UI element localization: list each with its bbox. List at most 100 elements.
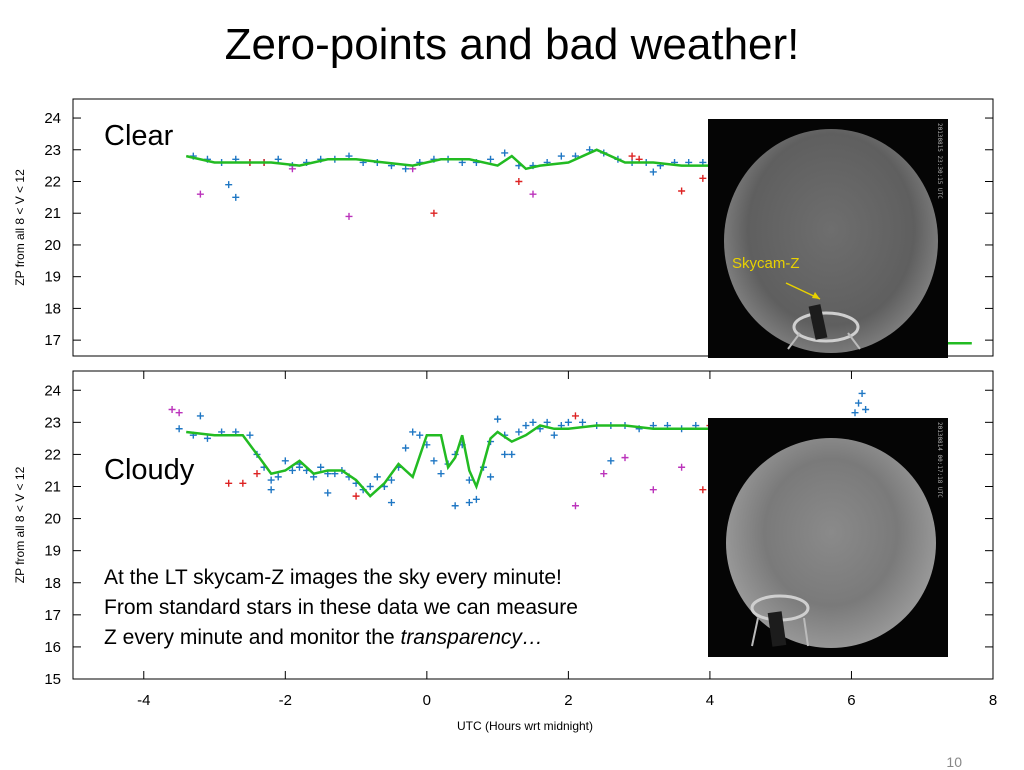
data-point xyxy=(529,190,537,198)
data-point xyxy=(366,483,374,490)
page-number: 10 xyxy=(946,754,962,770)
data-point xyxy=(288,165,296,173)
data-point xyxy=(225,479,233,487)
y-tick-label: 19 xyxy=(44,269,61,286)
data-point xyxy=(274,155,282,163)
data-point xyxy=(678,463,686,471)
plot-frame-bottom xyxy=(72,370,994,680)
data-point xyxy=(501,149,509,157)
data-point xyxy=(465,499,473,507)
photo-timestamp: 20130814 00:17:18 UTC xyxy=(936,422,943,498)
y-tick-label: 24 xyxy=(44,382,61,399)
data-point xyxy=(628,152,636,160)
clear-label: Clear xyxy=(104,120,174,152)
data-point xyxy=(487,155,495,163)
data-point xyxy=(851,409,859,417)
data-point xyxy=(522,422,530,430)
y-tick-label: 23 xyxy=(44,142,61,159)
note-line-3-text: Z every minute and monitor the xyxy=(104,626,401,649)
data-point xyxy=(564,418,572,426)
y-tick-label: 15 xyxy=(44,671,61,688)
data-point xyxy=(345,212,353,220)
note-line-1: At the LT skycam-Z images the sky every … xyxy=(104,566,562,589)
data-point xyxy=(274,473,282,481)
data-point xyxy=(649,486,657,494)
data-point xyxy=(501,450,509,458)
data-point xyxy=(430,457,438,465)
data-point xyxy=(175,425,183,433)
data-point xyxy=(529,418,537,426)
data-point xyxy=(387,499,395,507)
slide-title: Zero-points and bad weather! xyxy=(224,20,800,69)
x-axis-label: UTC (Hours wrt midnight) xyxy=(457,719,593,733)
data-point xyxy=(649,168,657,176)
data-point xyxy=(451,502,459,510)
data-point xyxy=(196,412,204,420)
skycam-photo-clear: 20130815 23:30:15 UTC Skycam-Z xyxy=(708,119,948,358)
data-point xyxy=(550,431,558,439)
y-tick-label: 20 xyxy=(44,511,61,528)
data-point xyxy=(267,486,275,494)
data-point xyxy=(409,428,417,436)
data-point xyxy=(225,181,233,189)
y-tick-label: 17 xyxy=(44,332,61,349)
data-point xyxy=(387,476,395,484)
data-point xyxy=(494,415,502,423)
y-tick-label: 23 xyxy=(44,414,61,431)
data-point xyxy=(253,470,261,478)
data-point xyxy=(288,466,296,474)
model-line xyxy=(185,148,710,171)
note-line-2: From standard stars in these data we can… xyxy=(104,596,578,619)
note-emphasis: transparency… xyxy=(400,626,543,649)
y-tick-label: 19 xyxy=(44,543,61,560)
photo-timestamp: 20130815 23:30:15 UTC xyxy=(936,123,943,199)
data-point xyxy=(416,431,424,439)
explanation-text: At the LT skycam-Z images the sky every … xyxy=(104,563,578,653)
data-point xyxy=(858,389,866,397)
y-axis-label: ZP from all 8 < V < 12 xyxy=(13,169,27,286)
y-tick-label: 18 xyxy=(44,575,61,592)
data-point xyxy=(246,431,254,439)
model-line xyxy=(186,424,710,498)
data-point xyxy=(515,428,523,436)
data-point xyxy=(543,418,551,426)
data-point xyxy=(678,187,686,195)
cloudy-label: Cloudy xyxy=(104,454,195,486)
data-point xyxy=(487,473,495,481)
data-point xyxy=(295,463,303,471)
y-tick-label: 21 xyxy=(44,205,61,222)
data-point xyxy=(465,476,473,484)
y-tick-label: 20 xyxy=(44,237,61,254)
data-point xyxy=(317,463,325,471)
data-point xyxy=(621,454,629,462)
data-point xyxy=(267,476,275,484)
x-tick-label: -2 xyxy=(279,692,292,709)
data-point xyxy=(437,470,445,478)
x-tick-label: -4 xyxy=(137,692,150,709)
data-point xyxy=(175,409,183,417)
data-point xyxy=(579,418,587,426)
data-point xyxy=(862,406,870,413)
data-point xyxy=(203,434,211,442)
data-point xyxy=(373,473,381,481)
telescope-icon xyxy=(785,282,861,350)
y-tick-label: 24 xyxy=(44,110,61,127)
data-point xyxy=(402,444,410,452)
data-point xyxy=(402,165,410,173)
data-point xyxy=(281,457,289,465)
data-point xyxy=(699,486,707,494)
x-tick-label: 2 xyxy=(564,692,572,709)
note-line-3: Z every minute and monitor the transpare… xyxy=(104,623,578,653)
y-tick-label: 22 xyxy=(44,446,61,463)
plot-frame-top xyxy=(72,98,994,357)
data-point xyxy=(600,470,608,478)
sky-dome-clear xyxy=(724,129,938,353)
x-tick-label: 8 xyxy=(989,692,997,709)
data-point xyxy=(571,502,579,510)
telescope-icon xyxy=(750,594,810,647)
data-point xyxy=(855,399,863,407)
y-tick-label: 22 xyxy=(44,173,61,190)
y-tick-label: 18 xyxy=(44,300,61,317)
y-tick-label: 16 xyxy=(44,639,61,656)
